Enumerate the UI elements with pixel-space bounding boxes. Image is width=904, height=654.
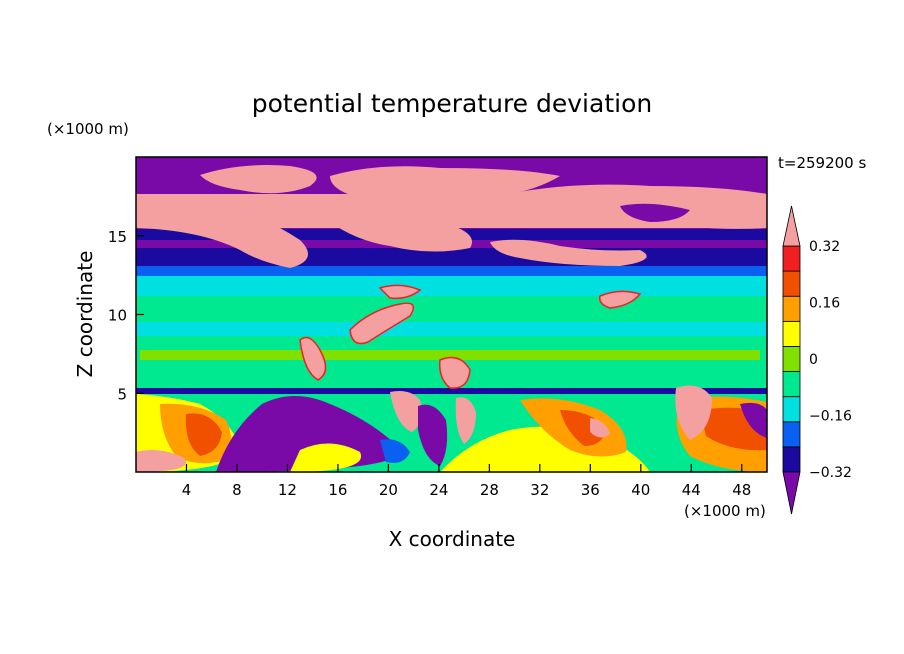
y-tick-label: 5 [117, 385, 127, 403]
colorbar-label: −0.16 [809, 409, 852, 425]
colorbar-label: −0.32 [809, 465, 852, 481]
lower-purple-column [418, 404, 448, 466]
colorbar: 0.32 0.16 0 −0.16 −0.32 [782, 205, 852, 515]
x-tick-label: 40 [631, 481, 650, 499]
x-tick-label: 24 [429, 481, 448, 499]
colorbar-extend-min [782, 471, 801, 515]
y-axis: 5 10 15 [108, 228, 144, 403]
lower-pink-column-1 [390, 391, 422, 432]
lower-yellow-mid [290, 443, 362, 472]
y-unit-label: (×1000 m) [47, 120, 129, 138]
colorbar-segment [782, 446, 801, 473]
y-tick-label: 15 [108, 228, 127, 246]
lower-red-left [185, 413, 222, 456]
lower-pink-column-2 [455, 397, 476, 444]
colorbar-label: 0.32 [809, 239, 840, 255]
colorbar-segment [782, 346, 801, 372]
x-tick-label: 36 [581, 481, 600, 499]
upper-pink-blob-2 [330, 166, 560, 198]
colorbar-extend-max [782, 205, 801, 247]
x-axis: 4 8 12 16 20 24 28 32 36 40 44 48 [182, 464, 751, 499]
lower-pink-left [136, 450, 186, 472]
lower-purple-far-right [740, 402, 767, 438]
colorbar-segment [782, 245, 801, 272]
colorbar-segment [782, 371, 801, 398]
time-label: t=259200 s [778, 154, 866, 172]
x-tick-label: 28 [480, 481, 499, 499]
band-blue-line [136, 388, 767, 394]
colorbar-segment [782, 270, 801, 297]
colorbar-segment [782, 295, 801, 322]
upper-pink-blob-5 [320, 213, 472, 252]
mid-blob-3 [438, 356, 471, 389]
band-cyan-lower [136, 322, 767, 336]
x-axis-label: X coordinate [389, 527, 516, 551]
x-tick-label: 44 [682, 481, 701, 499]
x-tick-label: 12 [278, 481, 297, 499]
upper-purple-blob [620, 203, 690, 222]
band-blue [136, 266, 767, 278]
band-cyan-upper [136, 276, 767, 298]
y-tick-label: 10 [108, 307, 127, 325]
x-tick-label: 48 [732, 481, 751, 499]
y-axis-label: Z coordinate [73, 251, 97, 378]
mid-blob-5 [378, 284, 422, 300]
mid-blob-1 [349, 302, 415, 345]
colorbar-segment [782, 320, 801, 347]
x-tick-label: 4 [182, 481, 192, 499]
upper-pink-blob-1 [200, 165, 317, 194]
colorbar-label: 0 [809, 352, 818, 368]
lower-blue-patch [380, 439, 410, 463]
mid-blob-4 [598, 290, 642, 309]
lower-pink-far-right [675, 385, 712, 440]
upper-pink-blob-6 [490, 239, 647, 266]
lower-pink-right [590, 418, 610, 438]
mid-blob-2 [299, 336, 327, 381]
chart-title: potential temperature deviation [252, 89, 652, 118]
x-tick-label: 20 [379, 481, 398, 499]
colorbar-label: 0.16 [809, 296, 840, 312]
x-tick-label: 16 [328, 481, 347, 499]
band-lightgreen-streak [140, 350, 760, 360]
x-unit-label: (×1000 m) [684, 502, 766, 520]
colorbar-segment [782, 396, 801, 423]
colorbar-segment [782, 421, 801, 448]
x-tick-label: 32 [530, 481, 549, 499]
x-tick-label: 8 [232, 481, 242, 499]
contour-field [136, 157, 767, 472]
upper-pink-blob-4 [136, 198, 308, 268]
